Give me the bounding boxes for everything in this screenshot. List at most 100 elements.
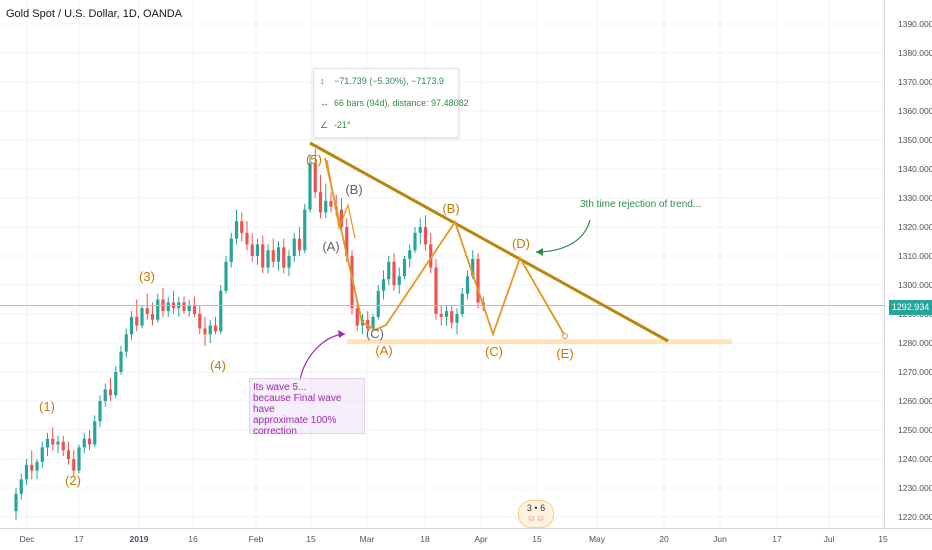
x-tick-label: Jul <box>824 534 835 544</box>
candle-body <box>350 256 354 309</box>
wave-label: (A) <box>375 343 392 358</box>
y-tick-label: 1370.000 <box>898 77 932 87</box>
candle-body <box>261 244 265 268</box>
y-tick-label: 1320.000 <box>898 222 932 232</box>
support-zone <box>347 339 732 345</box>
candle-body <box>392 261 396 285</box>
candle-body <box>187 305 191 312</box>
wave5-note-line: approximate 100% <box>253 415 337 426</box>
candle-body <box>72 459 76 471</box>
x-tick-label: 17 <box>74 534 84 544</box>
wave-path <box>324 157 566 337</box>
candle-body <box>129 316 134 335</box>
wave-label: (1) <box>39 399 55 414</box>
candle-body <box>213 325 218 332</box>
wave-label: (C) <box>366 326 384 341</box>
y-axis: 1220.000 1230.000 1240.000 1250.000 1260.000… <box>884 0 932 528</box>
candle-body <box>98 401 102 422</box>
candle-body <box>381 279 386 291</box>
purple-arrow-head <box>338 330 345 338</box>
candle-body <box>450 311 454 323</box>
candle-body <box>119 351 123 372</box>
candle-body <box>376 290 380 317</box>
candle-body <box>45 438 50 448</box>
y-tick-label: 1380.000 <box>898 48 932 58</box>
candle-body <box>250 244 254 256</box>
candle-body <box>455 314 459 323</box>
y-tick-label: 1240.000 <box>898 454 932 464</box>
candle-body <box>434 267 438 314</box>
candle-body <box>19 479 23 494</box>
candle-body <box>145 308 149 314</box>
candle-body <box>30 464 34 471</box>
candle-body <box>324 200 328 213</box>
candle-body <box>234 221 239 239</box>
candle-body <box>166 302 170 312</box>
inner-wave-path <box>326 159 356 239</box>
candle-body <box>402 258 407 277</box>
current-price-tag: 1292.934 <box>889 300 932 315</box>
wave5-note[interactable]: Its wave 5... because Final wave have ap… <box>249 378 365 437</box>
wave-label: (C) <box>485 344 503 359</box>
bubble-right-count: 6 <box>540 503 546 513</box>
candle-body <box>282 247 286 268</box>
candle-body <box>460 293 464 314</box>
candle-body <box>245 232 249 245</box>
candle-body <box>276 247 281 262</box>
x-tick-label: Feb <box>249 534 264 544</box>
candle-body <box>371 316 375 329</box>
wave-end-marker <box>562 333 568 339</box>
y-tick-label: 1310.000 <box>898 251 932 261</box>
wave-label: (B) <box>442 201 459 216</box>
candle-body <box>240 221 244 233</box>
candle-body <box>439 314 443 317</box>
x-axis: Dec 17 2019 16 Feb 15 Mar 18 Apr 15 May 20 Jun 17 Jul 1… <box>0 528 932 544</box>
ideas-bubble[interactable]: 3 • 6 ☺☺ <box>518 500 554 528</box>
candle-body <box>93 421 97 445</box>
candle-body <box>140 308 144 326</box>
candle-body <box>313 163 317 193</box>
trendline <box>309 141 669 343</box>
x-tick-label: 16 <box>188 534 198 544</box>
candle-body <box>329 200 333 207</box>
x-tick-label: Mar <box>360 534 375 544</box>
x-tick-label: Apr <box>474 534 487 544</box>
y-tick-label: 1270.000 <box>898 367 932 377</box>
candle-body <box>198 314 202 329</box>
y-tick-label: 1230.000 <box>898 483 932 493</box>
candle-body <box>192 305 197 314</box>
candle-body <box>114 372 118 396</box>
y-tick-label: 1350.000 <box>898 135 932 145</box>
y-tick-label: 1250.000 <box>898 425 932 435</box>
overlays <box>0 141 884 381</box>
candle-body <box>24 464 29 480</box>
bubble-left-count: 3 <box>526 503 532 513</box>
y-tick-label: 1340.000 <box>898 164 932 174</box>
candle-body <box>56 441 60 445</box>
candle-body <box>77 447 81 471</box>
wave5-note-line: because Final wave have <box>253 393 342 415</box>
angle-icon: ∠ <box>320 120 329 130</box>
candle-body <box>82 438 86 448</box>
measure-price-change: −71.739 (−5.30%), −7173.9 <box>334 76 444 86</box>
candle-body <box>219 290 223 332</box>
trend-rejection-note[interactable]: 3th time rejection of trend... <box>580 199 702 210</box>
candle-body <box>271 250 275 262</box>
chart-title: Gold Spot / U.S. Dollar, 1D, OANDA <box>6 8 183 20</box>
x-tick-label: 20 <box>659 534 669 544</box>
wave-label: (4) <box>210 358 226 373</box>
y-tick-label: 1280.000 <box>898 338 932 348</box>
candle-body <box>156 299 160 320</box>
candle-body <box>203 328 207 335</box>
candle-body <box>229 238 233 262</box>
candle-body <box>14 493 18 512</box>
candle-body <box>418 227 422 233</box>
candle-body <box>40 447 44 462</box>
candle-body <box>339 209 344 227</box>
candle-body <box>476 258 480 303</box>
x-tick-label: 15 <box>878 534 888 544</box>
candle-body <box>108 389 113 396</box>
candle-body <box>303 209 307 251</box>
